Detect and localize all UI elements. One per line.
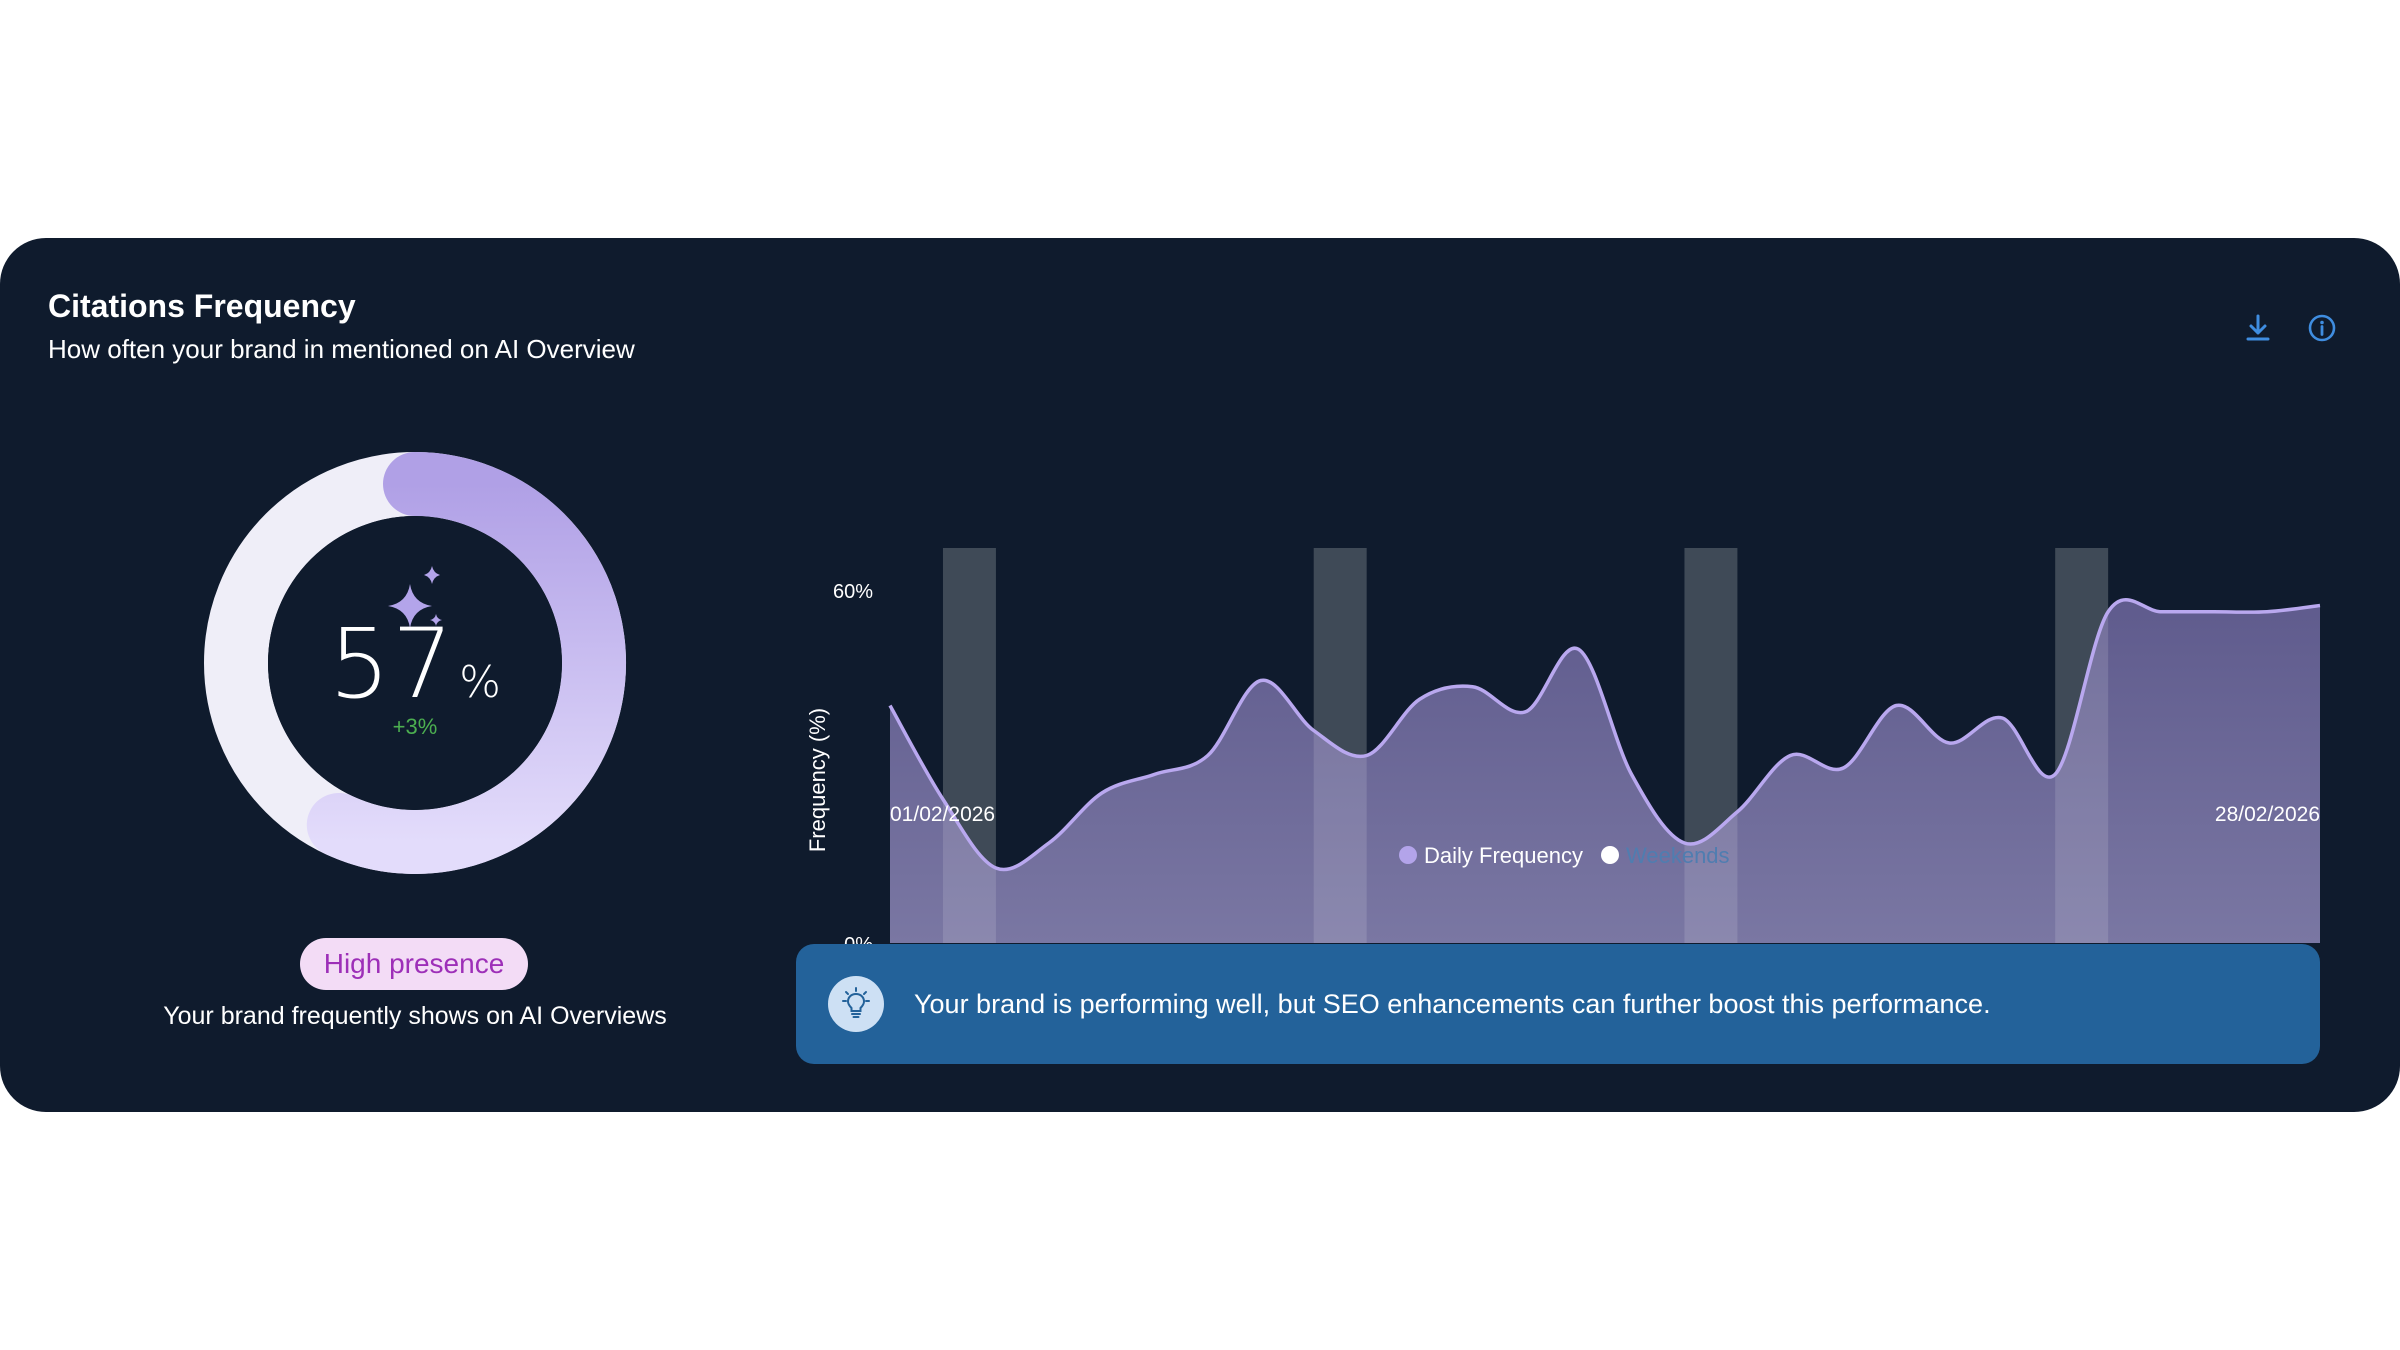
percentage-unit: % — [459, 657, 501, 708]
y-axis-label: Frequency (%) — [805, 708, 830, 852]
card-subtitle: How often your brand in mentioned on AI … — [48, 334, 635, 364]
daily-frequency-area — [890, 599, 2320, 943]
presence-percentage: 57% — [300, 608, 530, 720]
x-end-label: 28/02/2026 — [2215, 803, 2320, 826]
citations-frequency-card: Citations Frequency How often your brand… — [0, 238, 2400, 1112]
gauge-center — [268, 516, 562, 810]
presence-gauge — [204, 452, 626, 874]
daily-frequency-line — [888, 598, 2321, 872]
chart-legend: Daily Frequency Weekends — [1399, 843, 1730, 868]
percentage-delta: +3% — [392, 714, 438, 739]
legend-weekends[interactable]: Weekends — [1626, 843, 1730, 868]
insight-banner: Your brand is performing well, but SEO e… — [796, 944, 2320, 1064]
info-icon[interactable] — [2302, 308, 2342, 348]
status-description: Your brand frequently shows on AI Overvi… — [163, 1002, 667, 1030]
y-tick-max: 60% — [833, 581, 873, 603]
status-badge: High presence — [300, 938, 528, 990]
legend-swatch-weekends — [1601, 846, 1619, 864]
frequency-chart: 60% 0% Frequency (%) 01/02/2026 28/02/20… — [805, 548, 2321, 956]
legend-daily-frequency[interactable]: Daily Frequency — [1424, 843, 1583, 868]
download-icon[interactable] — [2238, 308, 2278, 348]
weekend-band-overlay-1 — [942, 548, 996, 943]
weekend-band-overlay-4 — [2055, 548, 2109, 943]
lightbulb-icon — [828, 976, 884, 1032]
legend-swatch-daily-frequency — [1399, 846, 1417, 864]
weekend-band-overlay-2 — [1313, 548, 1367, 943]
x-start-label: 01/02/2026 — [890, 803, 995, 826]
insight-text: Your brand is performing well, but SEO e… — [914, 988, 1991, 1019]
weekend-band-overlay-3 — [1684, 548, 1738, 943]
sparkles-icon — [388, 566, 442, 628]
card-title: Citations Frequency — [48, 288, 356, 324]
gauge-value-arc — [306, 452, 626, 874]
percentage-value: 57 — [329, 608, 456, 720]
